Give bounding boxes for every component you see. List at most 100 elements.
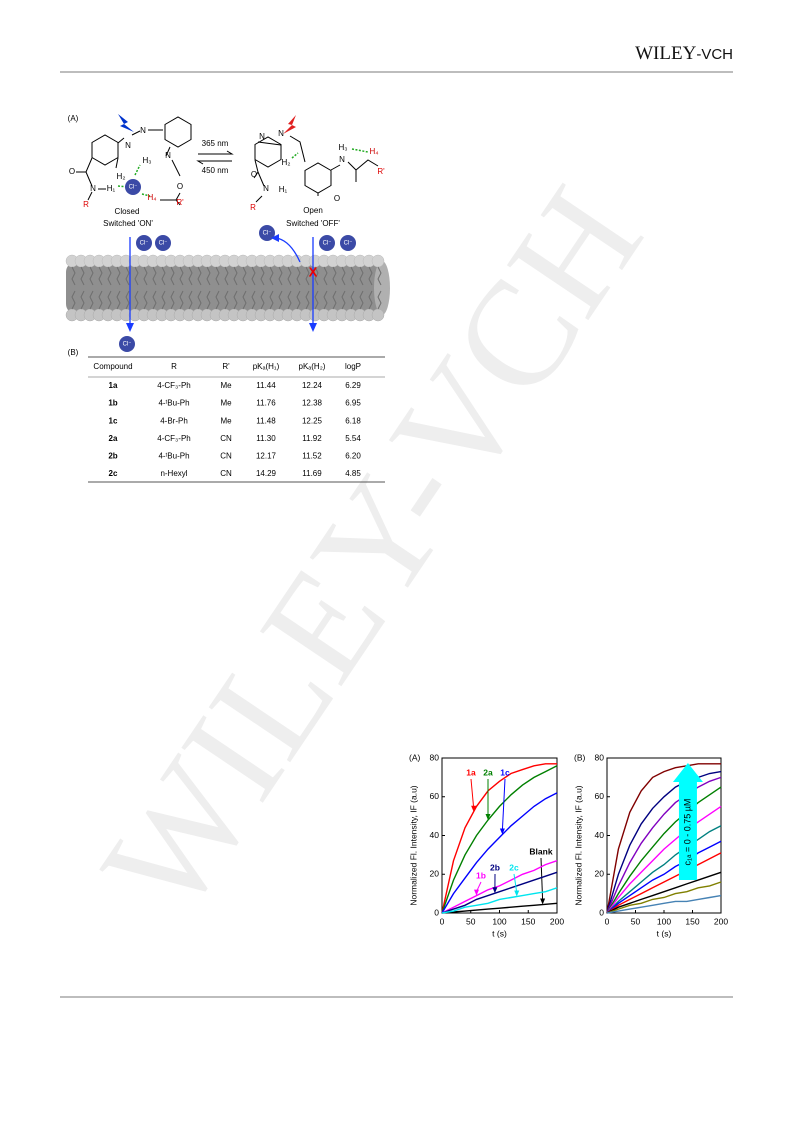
lipid-tail bbox=[251, 266, 256, 310]
data-line bbox=[606, 852, 722, 914]
atom-label: N bbox=[165, 151, 171, 160]
lipid-tail bbox=[350, 266, 355, 310]
table-cell: 14.29 bbox=[256, 469, 277, 478]
lipid-tail bbox=[269, 266, 274, 310]
series-label: 1a bbox=[466, 767, 476, 777]
x-tick-label: 150 bbox=[685, 916, 699, 926]
table-cell: 11.44 bbox=[256, 381, 276, 390]
table-cell: 12.25 bbox=[302, 416, 323, 425]
lipid-tail bbox=[224, 266, 229, 310]
bond bbox=[117, 137, 125, 144]
atom-label: N bbox=[339, 155, 345, 164]
y-tick-label: 40 bbox=[595, 830, 605, 840]
label: 365 nm bbox=[202, 139, 229, 148]
data-line bbox=[441, 871, 558, 914]
chloride-ion bbox=[155, 235, 171, 251]
atom-label: N bbox=[278, 129, 284, 138]
y-axis-label: Normalized Fl. Intensity, IF (a.u) bbox=[408, 785, 418, 905]
series-label: Blank bbox=[529, 846, 552, 856]
label-arrow-head bbox=[474, 889, 479, 896]
molecules bbox=[76, 114, 379, 206]
membrane bbox=[66, 261, 390, 315]
arrow-head bbox=[271, 234, 279, 242]
atom-label: O bbox=[334, 194, 340, 203]
label-arrow bbox=[513, 873, 518, 893]
lipid-tail bbox=[287, 266, 292, 310]
data-line bbox=[606, 786, 722, 914]
table-header: pKₐ(H₁) bbox=[253, 362, 280, 371]
bond bbox=[257, 171, 265, 187]
annotation-arrow bbox=[672, 763, 703, 880]
atom-label: H₄ bbox=[369, 147, 378, 156]
light-bolt bbox=[283, 115, 296, 134]
table-cell: Me bbox=[220, 416, 232, 425]
panel-label: (A) bbox=[68, 114, 79, 123]
table-header: R bbox=[171, 362, 177, 371]
lipid-tail bbox=[107, 266, 112, 310]
label-arrow-head bbox=[540, 898, 546, 905]
ring bbox=[164, 116, 192, 148]
data-line bbox=[606, 871, 722, 914]
table-cell: 1a bbox=[109, 381, 118, 390]
table-cell: 11.48 bbox=[256, 416, 276, 425]
series-label: 2c bbox=[509, 862, 519, 872]
y-axis-label: Normalized Fl. Intensity, IF (a.u) bbox=[573, 785, 583, 905]
label: Switched 'OFF' bbox=[286, 219, 340, 228]
ion-label: Cl⁻ bbox=[140, 241, 149, 247]
atom-label: H₂ bbox=[282, 158, 291, 167]
bond bbox=[87, 191, 93, 201]
bond bbox=[165, 146, 171, 157]
lipid-tail bbox=[278, 266, 283, 310]
x-tick-label: 0 bbox=[605, 916, 610, 926]
panel-label: (B) bbox=[68, 348, 79, 357]
table-cell: 4-CF₃-Ph bbox=[157, 381, 190, 390]
ion-label: Cl⁻ bbox=[344, 241, 353, 247]
table-cell: 6.18 bbox=[345, 416, 361, 425]
table-cell: 4.85 bbox=[345, 469, 361, 478]
data-line bbox=[441, 887, 558, 914]
data-line bbox=[606, 881, 722, 914]
lipid-tail bbox=[71, 266, 76, 310]
table-header: pKₐ(H₂) bbox=[299, 362, 326, 371]
lipid-tail bbox=[323, 266, 328, 310]
x-tick-label: 100 bbox=[492, 916, 506, 926]
ion-label: Cl⁻ bbox=[263, 231, 272, 237]
table-cell: 12.38 bbox=[302, 399, 323, 408]
series-label: 2a bbox=[483, 767, 493, 777]
panel-label: (A) bbox=[409, 752, 421, 762]
hydrogen-bond bbox=[291, 152, 299, 159]
bond bbox=[255, 195, 263, 203]
chloride-ion bbox=[136, 235, 152, 251]
lipid-tail bbox=[143, 266, 148, 310]
logo-suffix: -VCH bbox=[696, 46, 733, 63]
label: Closed bbox=[115, 207, 140, 216]
atom-label: N bbox=[90, 184, 96, 193]
table-cell: 6.29 bbox=[345, 381, 361, 390]
data-line bbox=[441, 902, 558, 914]
data-line bbox=[441, 860, 558, 914]
equilibrium-arrow bbox=[196, 160, 232, 165]
bond bbox=[175, 199, 181, 206]
lipid-tail bbox=[170, 266, 175, 310]
label-arrow bbox=[470, 778, 475, 808]
table-cell: 2c bbox=[109, 469, 118, 478]
data-line bbox=[606, 763, 721, 914]
hydrogen-bond bbox=[134, 164, 141, 176]
data-line bbox=[606, 840, 722, 914]
label: 450 nm bbox=[202, 166, 229, 175]
series-label: 1b bbox=[476, 870, 486, 880]
table-cell: 4-Br-Ph bbox=[160, 416, 188, 425]
table-cell: 4-ᵗBu-Ph bbox=[158, 452, 189, 461]
bond bbox=[257, 141, 282, 146]
table-cell: 1b bbox=[108, 399, 117, 408]
label-arrow bbox=[501, 778, 506, 831]
y-tick-label: 0 bbox=[599, 907, 604, 917]
logo-main: WILEY bbox=[635, 43, 696, 64]
block-mark: X bbox=[309, 264, 318, 279]
x-tick-label: 100 bbox=[657, 916, 671, 926]
lipid-tail bbox=[152, 266, 157, 310]
lipid-tail bbox=[359, 266, 364, 310]
chloride-ion bbox=[125, 179, 141, 195]
ion-label: Cl⁻ bbox=[323, 241, 332, 247]
hydrogen-bond bbox=[141, 193, 151, 197]
